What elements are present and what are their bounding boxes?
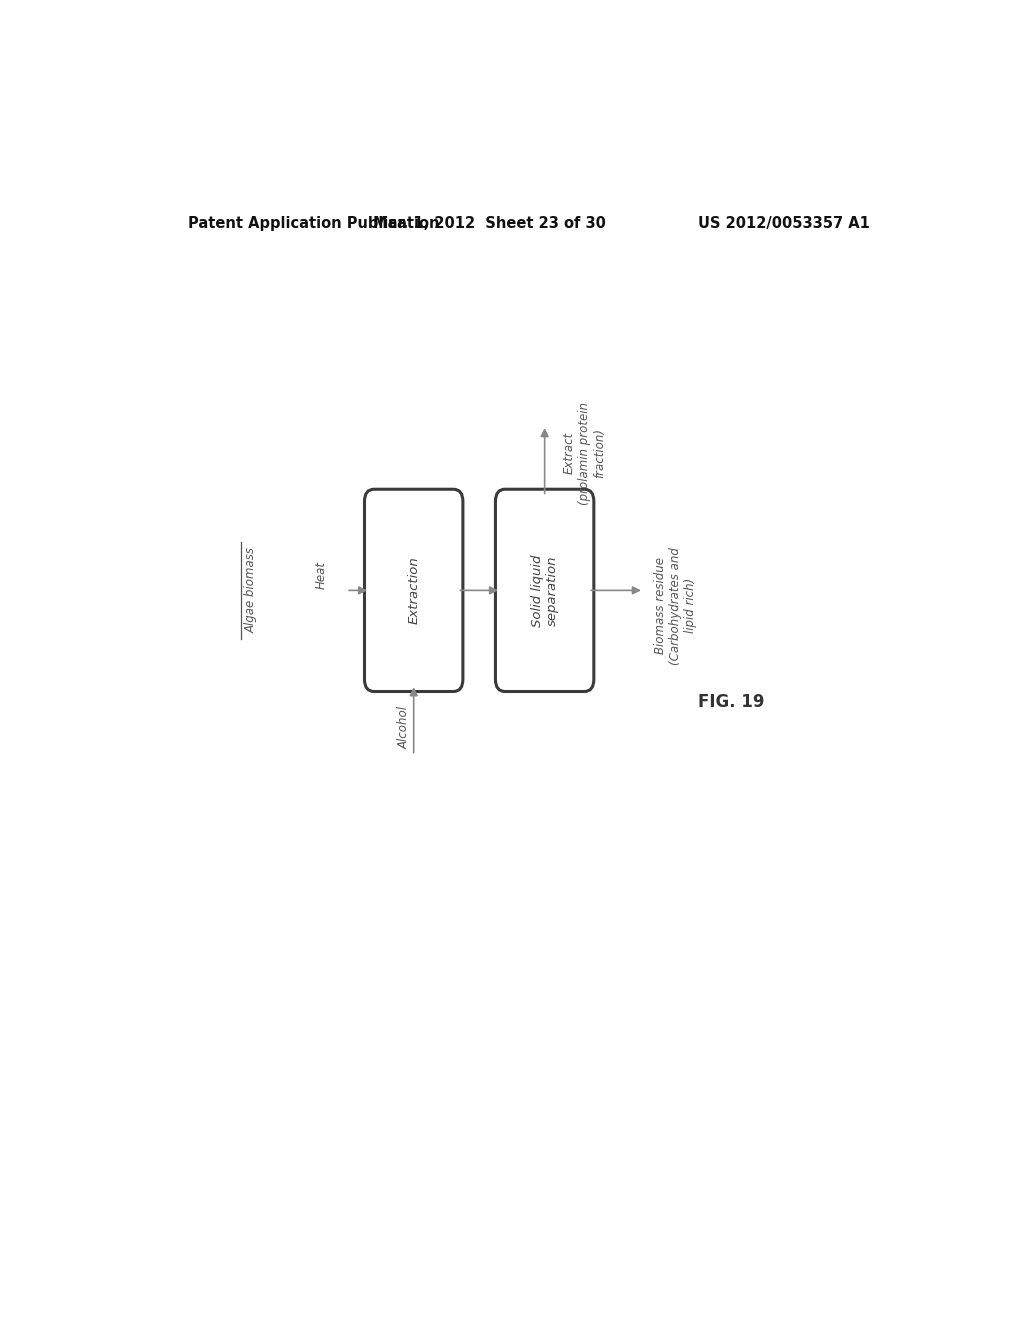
Text: Mar. 1, 2012  Sheet 23 of 30: Mar. 1, 2012 Sheet 23 of 30 bbox=[373, 216, 605, 231]
Text: Extraction: Extraction bbox=[408, 557, 420, 624]
Text: Patent Application Publication: Patent Application Publication bbox=[187, 216, 439, 231]
Text: Biomass residue
(Carbohydrates and
lipid rich): Biomass residue (Carbohydrates and lipid… bbox=[654, 546, 697, 664]
Text: Solid liquid
separation: Solid liquid separation bbox=[530, 554, 559, 627]
Text: Extract
(prolamin protein
fraction): Extract (prolamin protein fraction) bbox=[563, 401, 606, 504]
FancyBboxPatch shape bbox=[496, 490, 594, 692]
Text: Algae biomass: Algae biomass bbox=[245, 548, 257, 634]
Text: Heat: Heat bbox=[314, 561, 328, 589]
Text: US 2012/0053357 A1: US 2012/0053357 A1 bbox=[698, 216, 870, 231]
Text: Alcohol: Alcohol bbox=[397, 706, 411, 748]
Text: FIG. 19: FIG. 19 bbox=[698, 693, 764, 711]
FancyBboxPatch shape bbox=[365, 490, 463, 692]
